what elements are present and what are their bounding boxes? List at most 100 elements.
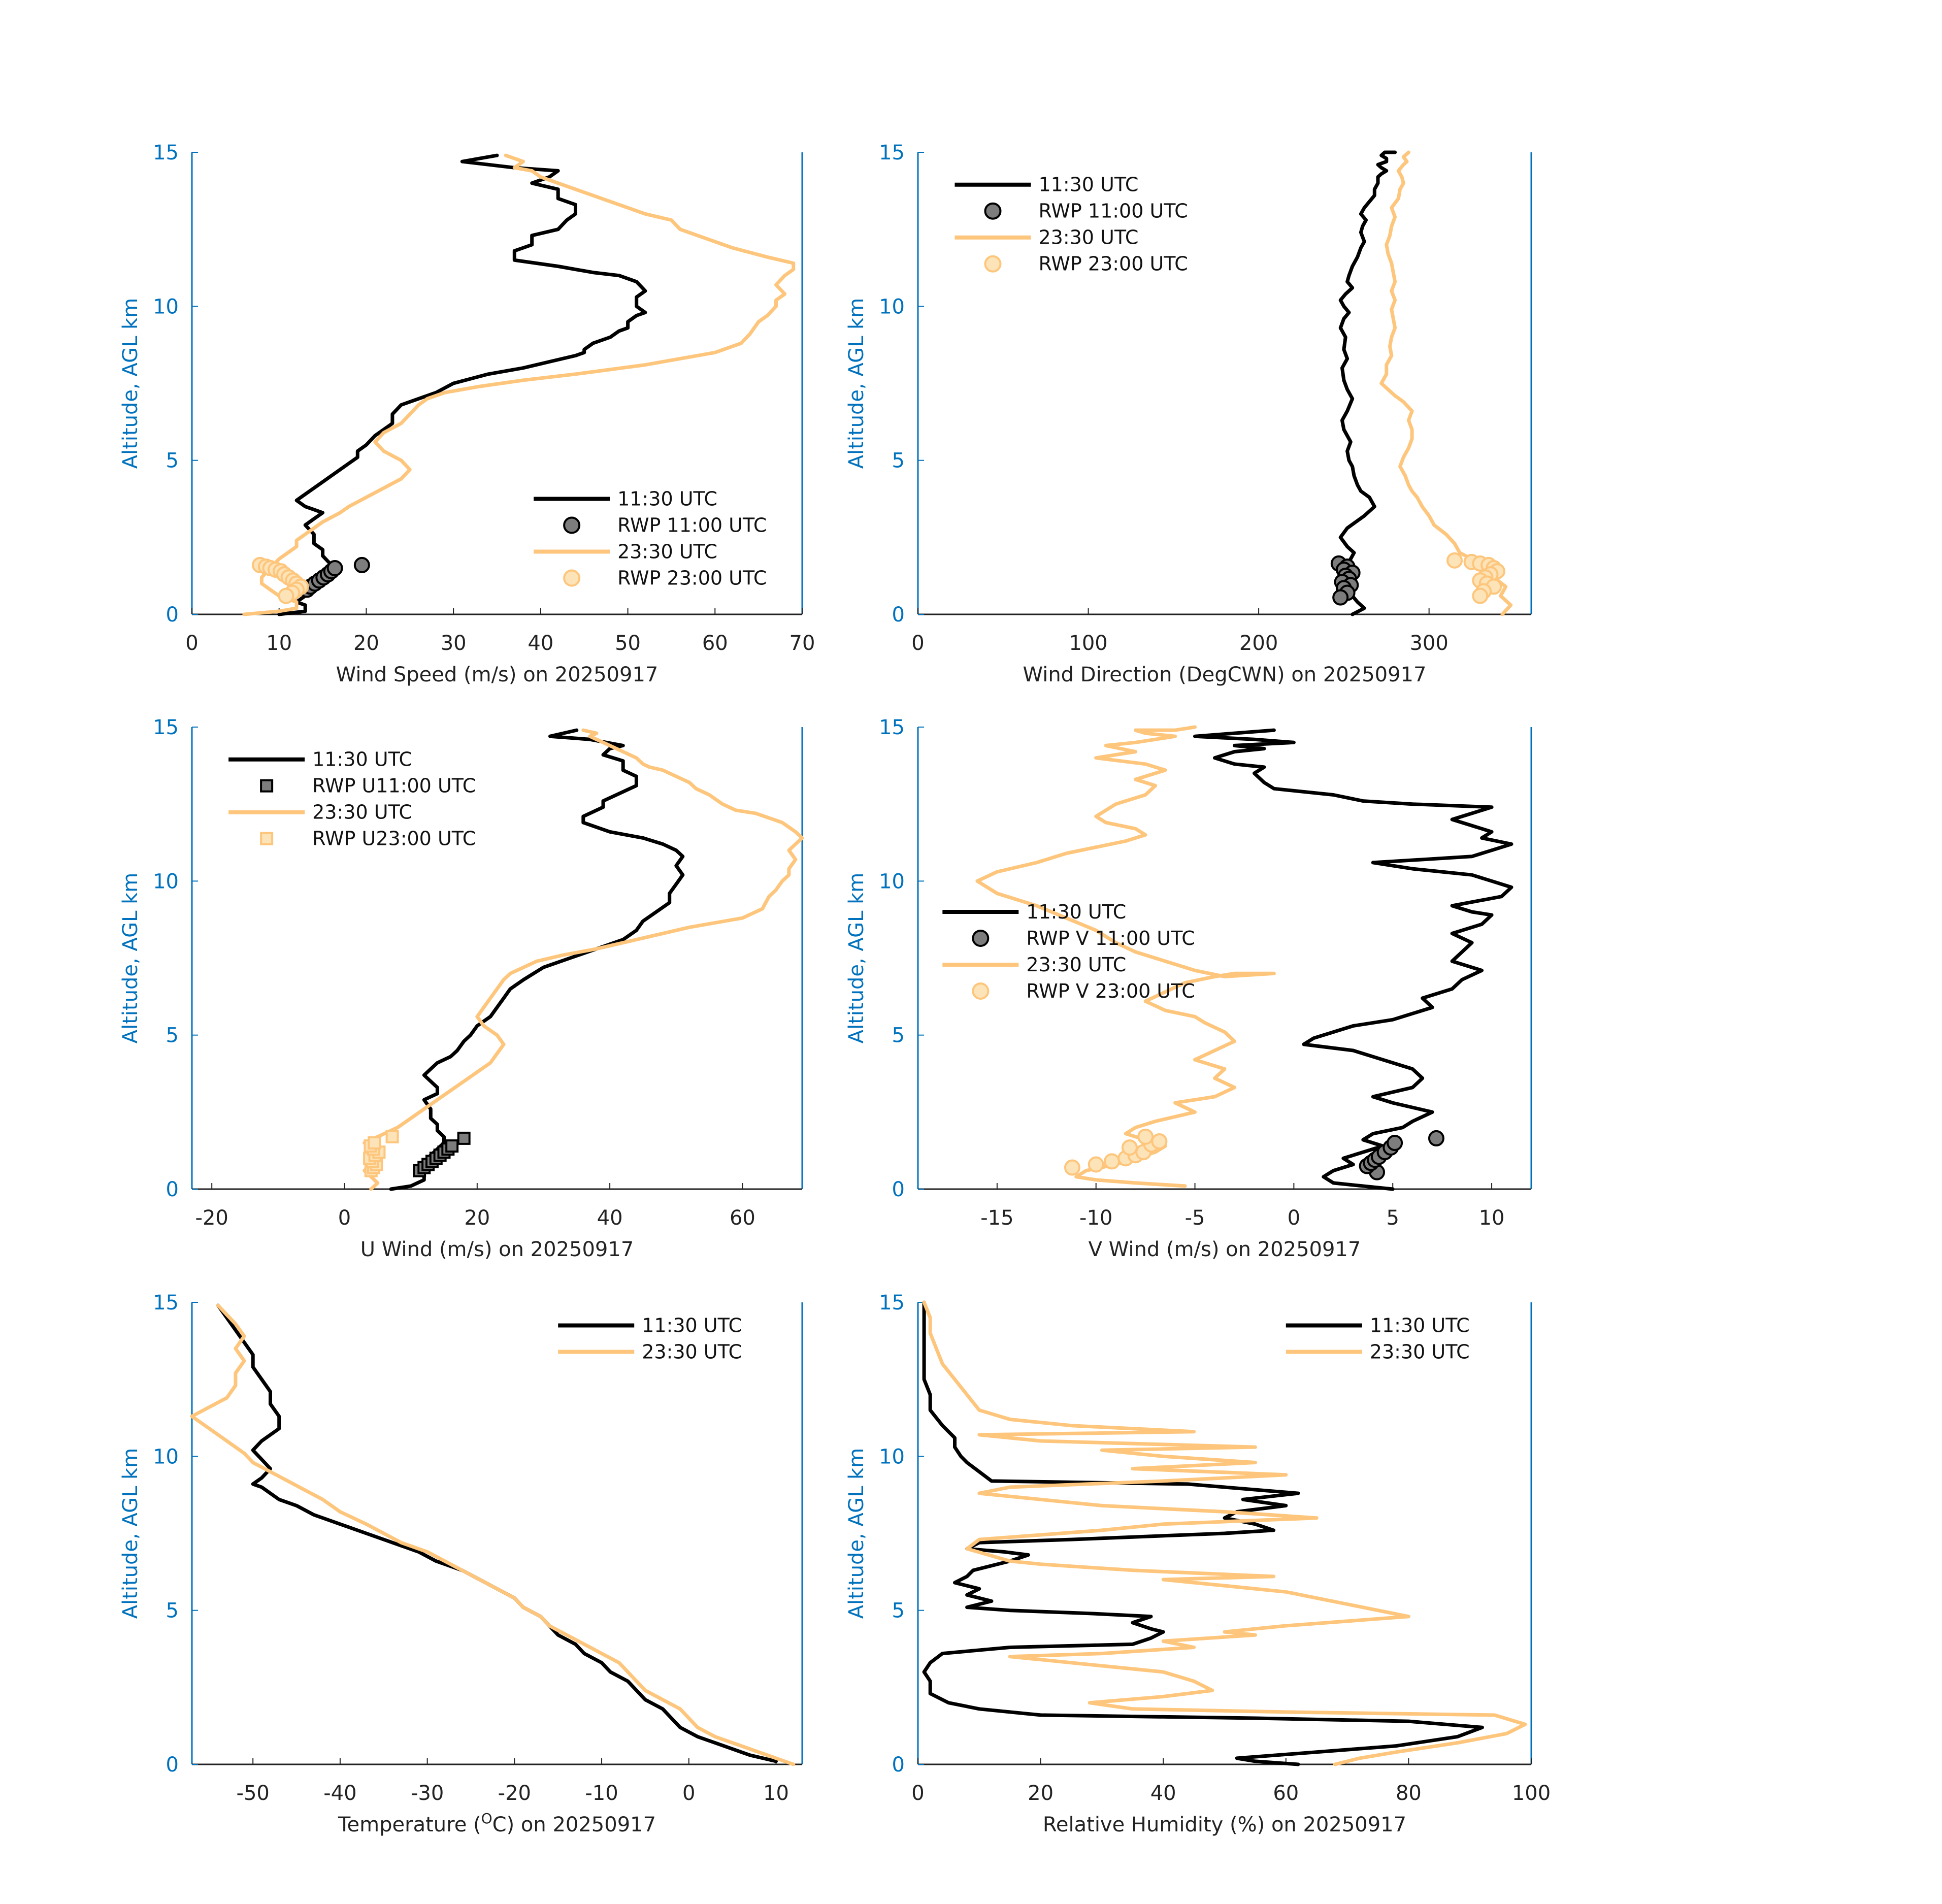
data-point: [1137, 1128, 1154, 1145]
y-tick-label: 0: [166, 603, 179, 627]
y-tick-label: 5: [166, 449, 179, 473]
y-tick-label: 15: [153, 1291, 179, 1315]
y-tick-label: 15: [879, 1291, 905, 1315]
data-point: [278, 587, 294, 604]
series-line: [922, 1300, 1527, 1766]
x-tick-label: -30: [411, 1782, 444, 1805]
panel-v-wind: -15 -10 -5 0 5 10 0 5 10 15 V Wind (m/s) on 202509…: [845, 716, 1532, 1261]
x-tick-label: 0: [682, 1782, 695, 1805]
data-point: [326, 560, 343, 576]
legend-entry-label: 23:30 UTC: [1026, 954, 1126, 976]
y-tick-label: 0: [166, 1178, 179, 1201]
x-axis-title-sup: O: [481, 1810, 492, 1827]
x-tick-label: 60: [1273, 1782, 1299, 1805]
legend-marker-swatch: [984, 255, 1002, 273]
series-line: [216, 1303, 778, 1763]
x-tick-label: 0: [185, 632, 198, 655]
y-tick-label: 0: [166, 1753, 179, 1777]
legend-entry-label: 23:30 UTC: [1038, 226, 1138, 249]
legend-entry-label: RWP 11:00 UTC: [1038, 200, 1188, 222]
y-tick-label: 5: [166, 1599, 179, 1623]
x-tick-label: 0: [1288, 1206, 1300, 1230]
x-axis-title-part: Temperature (: [338, 1813, 481, 1836]
x-axis-title: V Wind (m/s) on 20250917: [1089, 1238, 1361, 1261]
legend-entry-label: 23:30 UTC: [312, 801, 412, 824]
legend-marker-swatch: [260, 832, 274, 845]
legend-marker-swatch: [563, 516, 581, 534]
series-line: [975, 725, 1276, 1188]
panel-relative-humidity: 0 20 40 60 80 100 0 5 10 15 Relative Humidity (%) …: [845, 1291, 1551, 1836]
x-tick-label: 10: [763, 1782, 789, 1805]
data-point: [1428, 1130, 1444, 1146]
data-point: [445, 1139, 459, 1153]
series-line: [363, 728, 804, 1191]
x-tick-label: 50: [615, 632, 641, 655]
series-line: [922, 1300, 1484, 1766]
legend-marker-swatch: [984, 202, 1002, 220]
x-tick-label: -20: [195, 1206, 228, 1230]
y-tick-label: 10: [879, 295, 905, 318]
x-tick-label: 200: [1239, 632, 1278, 655]
data-point: [353, 556, 370, 573]
y-tick-label: 5: [166, 1024, 179, 1047]
x-tick-label: -40: [323, 1782, 356, 1805]
y-tick-label: 10: [153, 295, 179, 318]
data-point: [457, 1131, 471, 1145]
legend-entry-label: RWP 23:00 UTC: [1038, 253, 1188, 275]
data-point: [1088, 1156, 1104, 1173]
x-tick-label: 0: [911, 1782, 924, 1805]
legend-entry-label: 11:30 UTC: [312, 748, 412, 771]
x-tick-label: 0: [911, 632, 924, 655]
data-point: [385, 1130, 399, 1143]
y-tick-label: 0: [892, 1178, 905, 1201]
legend-entry-label: RWP V 11:00 UTC: [1026, 927, 1195, 949]
x-axis-title: Relative Humidity (%) on 20250917: [1043, 1813, 1406, 1836]
legend-entry-label: 11:30 UTC: [1370, 1315, 1470, 1337]
x-tick-label: 30: [441, 632, 467, 655]
y-axis-title: Altitude, AGL km: [119, 1448, 142, 1619]
series-line: [1379, 150, 1513, 616]
y-tick-label: 0: [892, 603, 905, 627]
y-tick-label: 5: [892, 449, 905, 473]
x-tick-label: 0: [338, 1206, 351, 1230]
legend-entry-label: 11:30 UTC: [617, 488, 717, 510]
legend-entry-label: RWP V 23:00 UTC: [1026, 980, 1195, 1002]
y-axis-title: Altitude, AGL km: [845, 873, 868, 1044]
x-tick-label: 20: [353, 632, 379, 655]
legend-entry-label: 23:30 UTC: [642, 1341, 742, 1363]
y-tick-label: 5: [892, 1599, 905, 1623]
legend-marker-swatch: [972, 930, 990, 947]
y-tick-label: 15: [879, 716, 905, 739]
y-tick-label: 15: [153, 141, 179, 165]
y-axis-title: Altitude, AGL km: [845, 1448, 868, 1619]
x-tick-label: 20: [1028, 1782, 1054, 1805]
y-tick-label: 5: [892, 1024, 905, 1047]
x-tick-label: 5: [1386, 1206, 1399, 1230]
panel-wind-speed: 0 10 20 30 40 50 60 70 0 5 10 15 Wind Speed (m/s) on…: [119, 141, 815, 686]
legend-entry-label: RWP 23:00 UTC: [617, 567, 767, 589]
x-tick-label: -10: [585, 1782, 618, 1805]
y-tick-label: 10: [153, 1445, 179, 1468]
panel-u-wind: -20 0 20 40 60 0 5 10 15 U Wind (m/s) on 20250917…: [119, 716, 804, 1261]
x-axis-title-tail: C) on 20250917: [492, 1813, 656, 1836]
x-tick-label: -5: [1185, 1206, 1205, 1230]
series-line: [242, 153, 796, 616]
data-point: [1121, 1139, 1138, 1156]
legend-entry-label: 11:30 UTC: [1026, 901, 1126, 923]
legend-marker-swatch: [563, 569, 581, 587]
x-tick-label: -15: [980, 1206, 1013, 1230]
x-tick-label: 100: [1512, 1782, 1551, 1805]
y-tick-label: 10: [879, 1445, 905, 1468]
x-tick-label: -20: [498, 1782, 531, 1805]
x-axis-title: Temperature (OC) on 20250917: [338, 1810, 656, 1836]
y-axis-title: Altitude, AGL km: [119, 873, 142, 1044]
data-point: [1472, 587, 1489, 604]
x-tick-label: 40: [528, 632, 553, 655]
x-tick-label: 80: [1396, 1782, 1422, 1805]
y-tick-label: 15: [153, 716, 179, 739]
legend-marker-swatch: [972, 982, 990, 1000]
legend-entry-label: 11:30 UTC: [1038, 174, 1138, 196]
series-line: [1193, 728, 1513, 1191]
series-line: [277, 153, 647, 616]
data-point: [368, 1136, 381, 1150]
